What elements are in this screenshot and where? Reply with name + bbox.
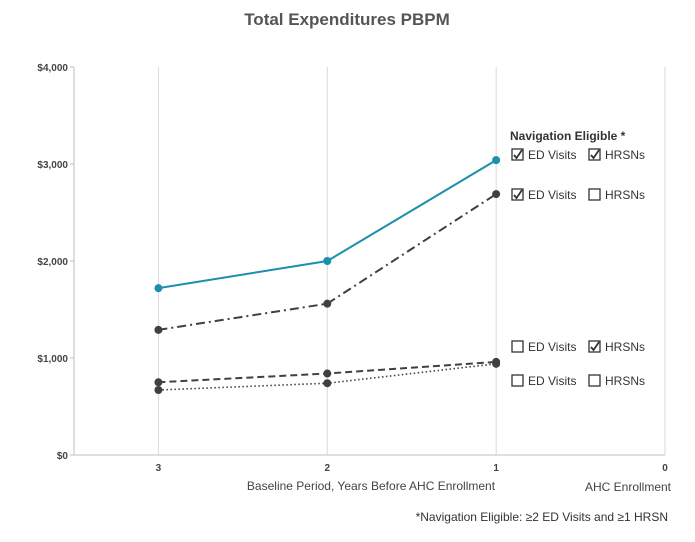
legend-title: Navigation Eligible * xyxy=(510,129,626,143)
x-tick-label: 0 xyxy=(662,463,668,474)
check-mark-icon xyxy=(590,149,600,160)
data-point xyxy=(323,379,332,388)
y-tick-label: $0 xyxy=(57,451,69,462)
data-point xyxy=(492,359,501,368)
legend-ed-visits-label: ED Visits xyxy=(528,148,576,162)
data-point xyxy=(154,386,163,395)
checked-box-icon xyxy=(511,188,524,201)
check-mark-icon xyxy=(590,341,600,352)
data-point xyxy=(492,190,501,199)
data-point xyxy=(323,299,332,308)
y-tick-label: $4,000 xyxy=(37,63,68,74)
series-line xyxy=(158,193,497,331)
data-point xyxy=(154,378,163,387)
y-tick-label: $1,000 xyxy=(37,354,68,365)
legend-ed-visits-label: ED Visits xyxy=(528,188,576,202)
checked-box-icon xyxy=(588,340,601,353)
data-point xyxy=(154,325,163,334)
x-tick-label: 1 xyxy=(493,463,499,474)
legend-ed-visits-label: ED Visits xyxy=(528,340,576,354)
legend-hrsns-label: HRSNs xyxy=(605,374,645,388)
empty-box-icon xyxy=(588,188,601,201)
empty-box-icon xyxy=(511,374,524,387)
legend-hrsns-label: HRSNs xyxy=(605,188,645,202)
legend-hrsns-label: HRSNs xyxy=(605,340,645,354)
data-point xyxy=(154,284,163,293)
legend-ed-visits-label: ED Visits xyxy=(528,374,576,388)
legend-hrsns-label: HRSNs xyxy=(605,148,645,162)
series-layer xyxy=(154,156,501,395)
y-tick-label: $2,000 xyxy=(37,257,68,268)
check-mark-icon xyxy=(513,149,523,160)
checked-box-icon xyxy=(588,148,601,161)
legend-layer: Navigation Eligible * ED Visits HRSNs ED V… xyxy=(510,129,645,388)
check-mark-icon xyxy=(513,189,523,200)
checked-box-icon xyxy=(511,148,524,161)
empty-box-icon xyxy=(511,340,524,353)
data-point xyxy=(323,257,332,265)
y-tick-label: $3,000 xyxy=(37,160,68,171)
data-point xyxy=(323,369,332,378)
axis-layer: 3 2 1 0 $0 $1,000 $2,000 $3,000 $4,000 xyxy=(37,63,668,474)
data-point xyxy=(492,156,501,165)
x-axis-label-secondary: AHC Enrollment xyxy=(585,480,672,494)
empty-box-icon xyxy=(588,374,601,387)
x-tick-label: 3 xyxy=(156,463,162,474)
x-tick-label: 2 xyxy=(325,463,331,474)
footnote: *Navigation Eligible: ≥2 ED Visits and ≥… xyxy=(416,510,668,524)
chart-title: Total Expenditures PBPM xyxy=(244,10,450,29)
x-axis-label: Baseline Period, Years Before AHC Enroll… xyxy=(247,479,496,493)
grid-layer xyxy=(157,67,666,455)
